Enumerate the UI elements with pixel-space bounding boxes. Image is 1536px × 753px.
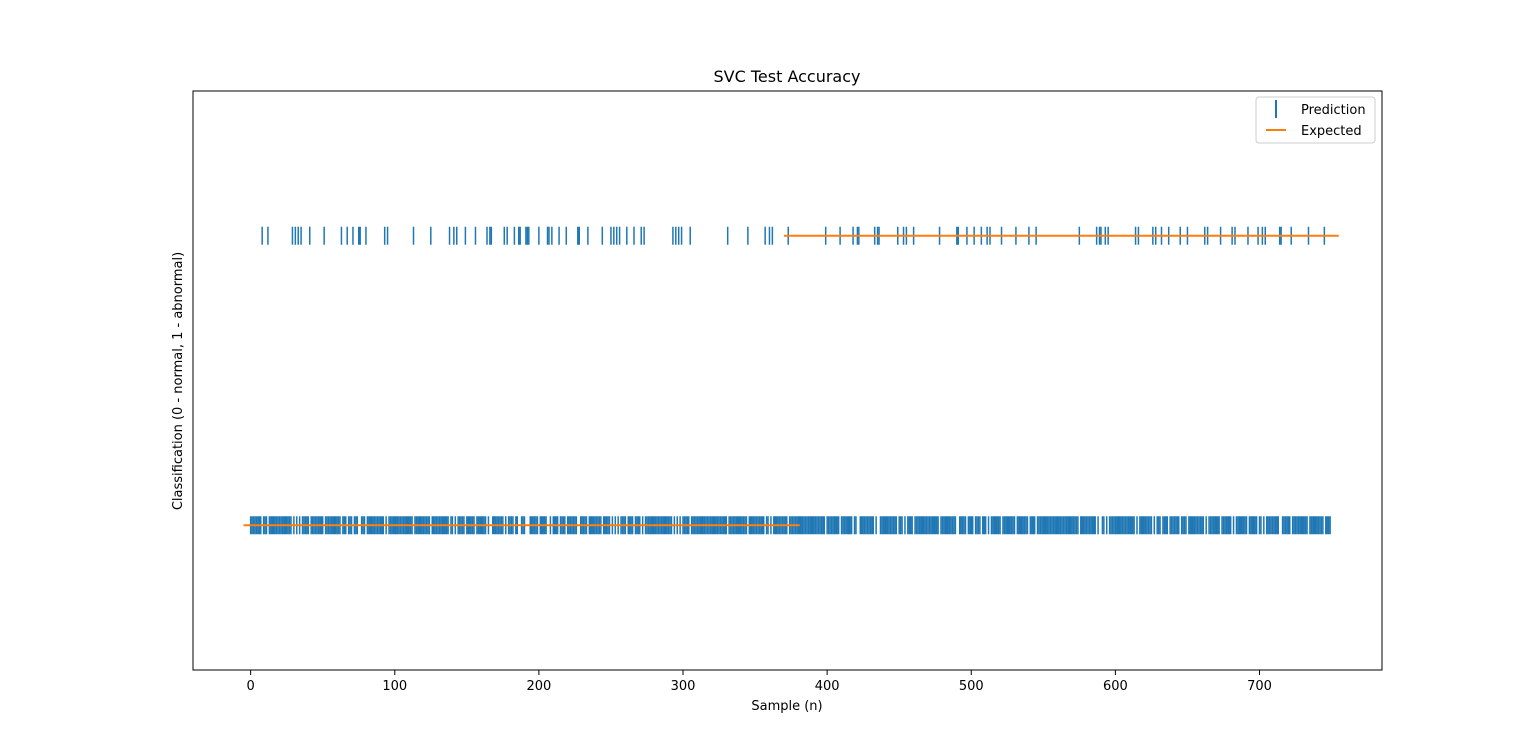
x-axis-label: Sample (n) [751, 699, 822, 714]
x-tick-label: 500 [959, 679, 984, 694]
legend: Prediction Expected [1256, 97, 1375, 143]
legend-expected-label: Expected [1301, 124, 1362, 139]
y-axis-label: Classification (0 - normal, 1 - abnormal… [171, 252, 186, 510]
x-tick-label: 100 [382, 679, 407, 694]
legend-prediction-label: Prediction [1301, 103, 1366, 118]
x-tick-label: 300 [671, 679, 696, 694]
x-tick-label: 0 [247, 679, 255, 694]
x-tick-label: 700 [1247, 679, 1272, 694]
chart-title: SVC Test Accuracy [714, 67, 861, 86]
x-tick-label: 600 [1103, 679, 1128, 694]
x-tick-label: 200 [526, 679, 551, 694]
x-tick-label: 400 [815, 679, 840, 694]
